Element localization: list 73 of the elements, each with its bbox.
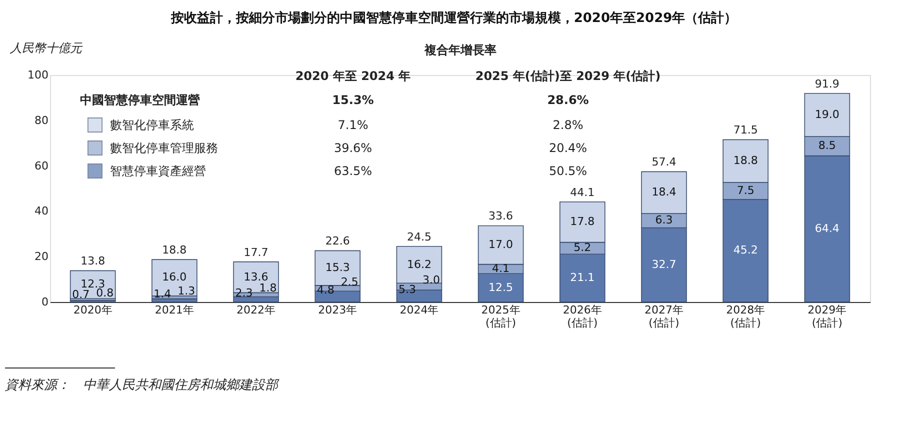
y-tick-label: 80: [34, 114, 48, 127]
annotation: 2.8%: [552, 118, 584, 132]
y-tick-label: 100: [28, 68, 48, 82]
total-label: 13.8: [80, 254, 106, 268]
data-label: 0.8: [96, 286, 114, 300]
data-label: 1.8: [259, 282, 277, 295]
total-label: 22.6: [325, 234, 350, 248]
x-tick-label: 2020年: [73, 304, 112, 316]
x-tick-label: 2024年: [400, 304, 439, 316]
data-label: 64.4: [814, 222, 840, 235]
annotation: 2025 年(估計)至 2029 年(估計): [475, 69, 661, 83]
x-tick-label: 2029年 (估計): [808, 304, 847, 330]
data-label: 17.0: [488, 238, 514, 252]
data-label: 0.7: [72, 288, 90, 302]
total-label: 24.5: [406, 230, 432, 244]
bar: [152, 259, 198, 296]
x-tick-label: 2027年 (估計): [644, 304, 684, 330]
annotation: 39.6%: [334, 141, 372, 155]
data-label: 21.1: [570, 271, 595, 284]
data-label: 18.8: [733, 154, 758, 168]
data-label: 15.3: [325, 261, 350, 274]
data-label: 16.0: [162, 270, 187, 284]
bar: [233, 296, 279, 302]
total-label: 33.6: [488, 210, 514, 223]
x-tick-label: 2026年 (估計): [562, 304, 602, 330]
annotation: 7.1%: [338, 118, 368, 132]
data-label: 4.8: [316, 284, 334, 297]
y-tick-label: 0: [42, 296, 48, 308]
annotation: 63.5%: [334, 164, 372, 178]
x-tick-label: 2023年: [318, 304, 358, 316]
data-label: 8.5: [818, 139, 836, 152]
y-axis-title: 人民幣十億元: [9, 41, 83, 55]
x-tick-label: 2025年 (估計): [481, 304, 520, 330]
data-label: 4.1: [492, 262, 510, 275]
data-label: 5.2: [574, 241, 592, 254]
y-tick-label: 40: [34, 204, 48, 218]
data-label: 32.7: [652, 258, 676, 271]
y-tick-label: 60: [34, 159, 48, 172]
data-label: 6.3: [655, 214, 673, 227]
legend-label: 智慧停車資產經營: [110, 164, 206, 178]
x-tick-label: 2022年: [236, 304, 276, 316]
data-label: 2.5: [340, 275, 358, 288]
data-label: 12.5: [488, 280, 514, 294]
annotation: 2020 年至 2024 年: [295, 69, 411, 83]
x-tick-label: 2028年 (估計): [726, 304, 766, 330]
text: 複合年增長率: [424, 43, 496, 57]
total-label: 91.9: [814, 77, 840, 90]
data-label: 45.2: [733, 244, 758, 257]
data-label: 1.3: [178, 284, 196, 298]
total-label: 57.4: [652, 156, 676, 169]
x-tick-label: 2021年: [154, 304, 194, 316]
y-tick-label: 20: [34, 250, 48, 264]
annotation: 50.5%: [548, 164, 588, 178]
source-note: 資料來源： 中華人民共和國住房和城鄉建設部: [5, 377, 280, 393]
data-label: 19.0: [814, 108, 840, 121]
chart-title: 按收益計，按細分市場劃分的中國智慧停車空間運營行業的市場規模，2020年至2029年（估計）: [170, 10, 738, 26]
data-label: 7.5: [736, 184, 754, 197]
data-label: 5.3: [398, 282, 416, 296]
legend-label: 數智化停車管理服務: [110, 141, 218, 155]
annotation: 15.3%: [332, 93, 374, 107]
total-label: 71.5: [733, 124, 758, 137]
annotation: 28.6%: [547, 93, 589, 107]
data-label: 16.2: [406, 258, 432, 271]
data-label: 17.8: [570, 215, 595, 228]
legend-label: 數智化停車系統: [110, 118, 194, 132]
data-label: 13.6: [244, 270, 268, 284]
total-label: 44.1: [570, 186, 595, 199]
data-label: 2.3: [235, 286, 253, 300]
legend-title: 中國智慧停車空間運營: [80, 93, 200, 107]
total-label: 17.7: [244, 246, 268, 259]
data-label: 18.4: [652, 186, 676, 199]
annotation: 20.4%: [548, 141, 588, 155]
total-label: 18.8: [162, 244, 187, 257]
